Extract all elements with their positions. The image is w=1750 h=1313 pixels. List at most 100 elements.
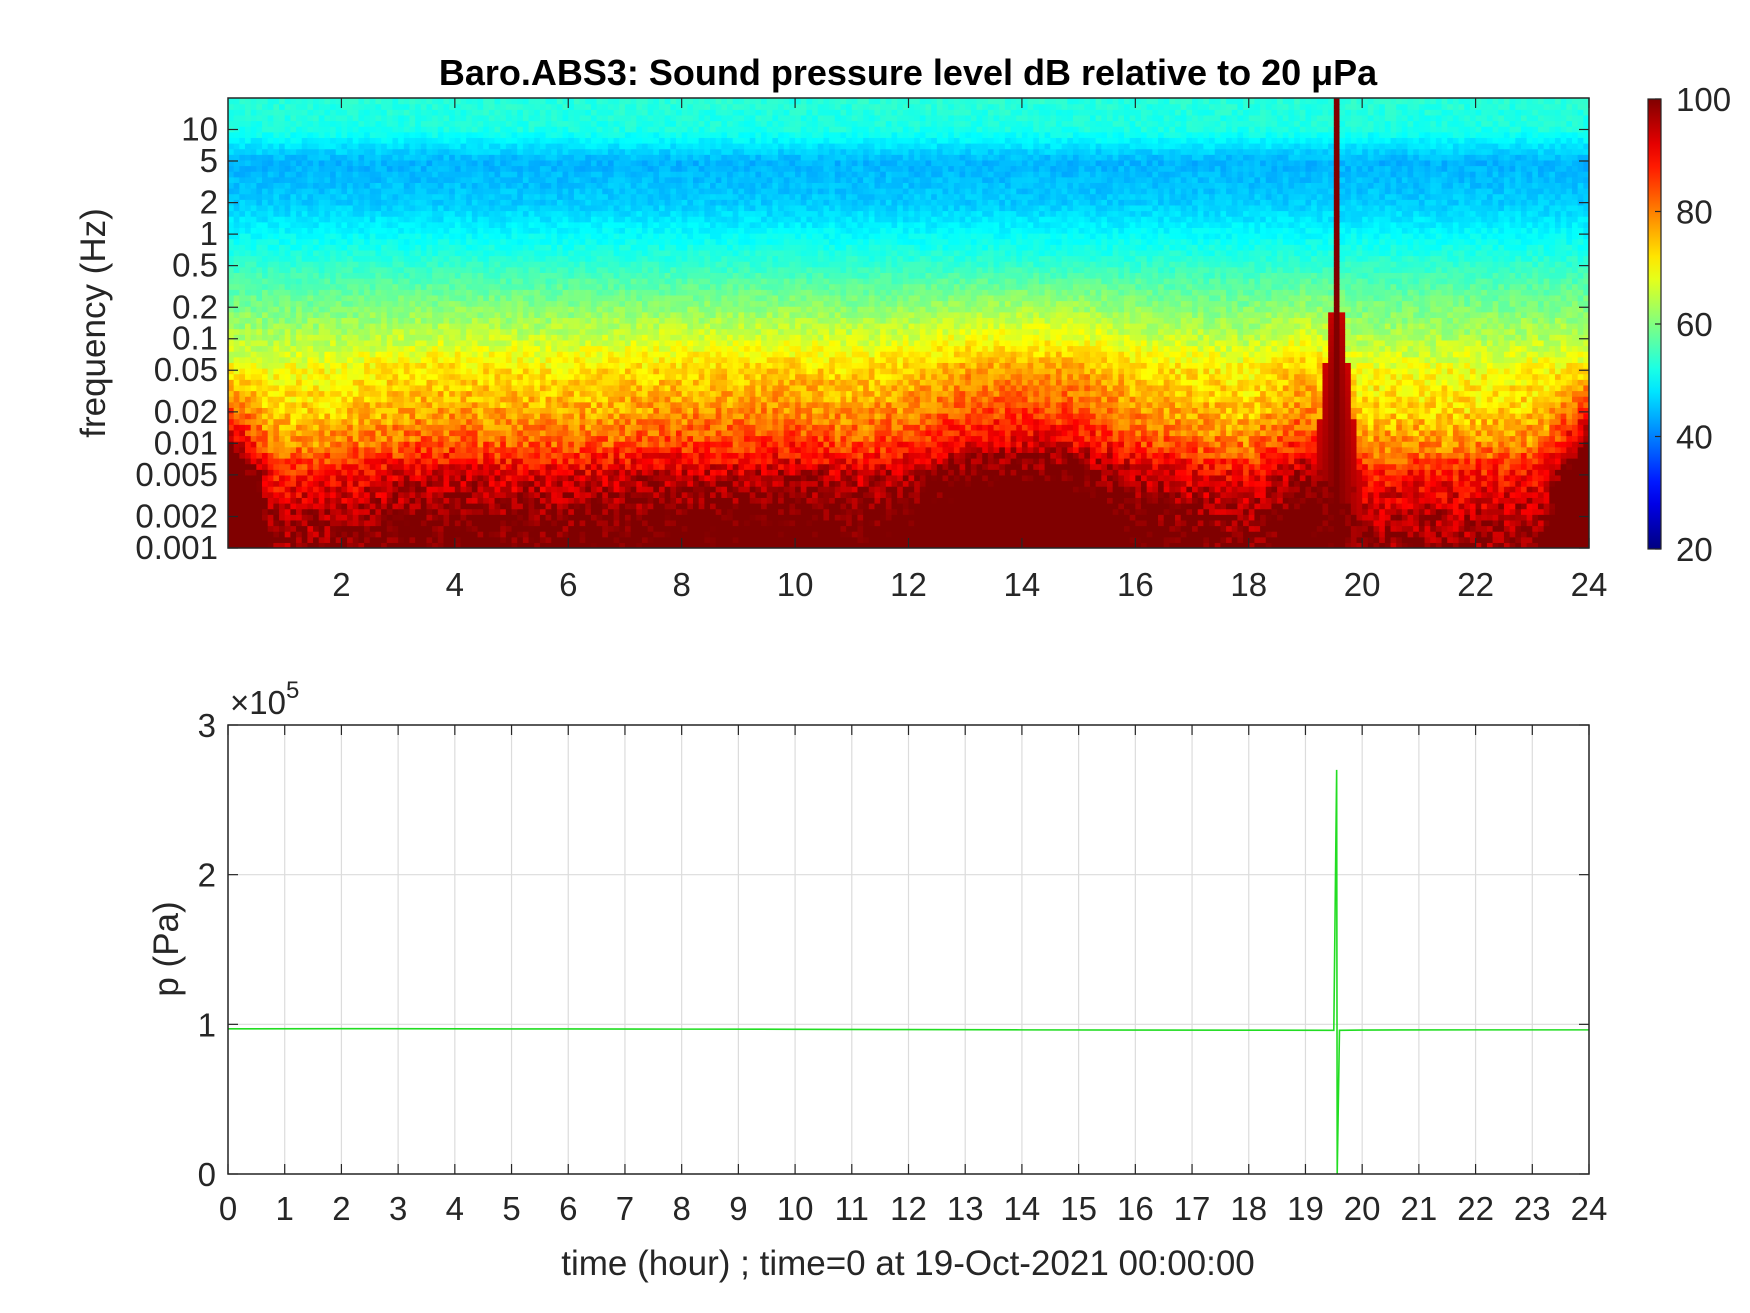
spectrogram-cell	[403, 514, 411, 521]
spectrogram-cell	[1197, 491, 1204, 498]
spectrogram-cell	[761, 508, 768, 515]
spectrogram-cell	[607, 458, 615, 465]
spectrogram-cell	[619, 486, 626, 493]
spectrogram-cell	[454, 503, 462, 510]
spectrogram-cell	[590, 503, 598, 510]
spectrogram-cell	[1566, 446, 1573, 453]
spectrogram-cell	[624, 503, 632, 510]
spectrogram-cell	[624, 463, 632, 470]
spectrogram-cell	[795, 503, 802, 510]
spectrogram-cell	[1192, 497, 1199, 504]
spectrogram-cell	[381, 531, 388, 538]
spectrogram-cell	[1345, 519, 1352, 527]
spectrogram-cell	[834, 486, 842, 493]
spectrogram-cell	[727, 519, 734, 527]
spectrogram-cell	[1237, 503, 1244, 510]
spectrogram-cell	[307, 429, 314, 437]
spectrogram-cell	[982, 497, 989, 504]
spectrogram-cell	[364, 458, 371, 465]
spectrogram-cell	[1339, 542, 1346, 548]
spectrogram-cell	[1311, 458, 1318, 465]
spectrogram-cell	[1282, 514, 1290, 521]
spectrogram-cell	[1084, 519, 1091, 527]
spectrogram-cell	[1526, 503, 1533, 510]
spectrogram-cell	[392, 525, 399, 532]
spectrogram-cell	[953, 542, 961, 548]
spectrogram-cell	[449, 486, 456, 493]
spectrogram-cell	[1532, 435, 1539, 442]
spectrogram-cell	[471, 486, 479, 493]
spectrogram-cell	[1260, 519, 1267, 527]
spectrogram-cell	[1401, 503, 1409, 510]
spectrogram-cell	[500, 458, 507, 465]
spectrogram-cell	[1061, 531, 1068, 538]
spectrogram-cell	[897, 519, 904, 527]
spectrogram-cell	[551, 536, 558, 543]
spectrogram-cell	[483, 508, 490, 515]
spectrogram-cell	[539, 542, 547, 548]
spectrogram-cell	[1044, 519, 1051, 527]
spectrogram-cell	[335, 463, 343, 470]
spectrogram-cell	[568, 536, 575, 543]
spectrogram-cell	[1515, 441, 1522, 448]
spectrogram-cell	[817, 491, 825, 498]
spectrogram-cell	[698, 497, 705, 504]
spectrogram-cell	[528, 491, 535, 498]
spectrogram-cell	[721, 463, 728, 470]
spectrogram-cell	[1033, 491, 1040, 498]
spectrogram-cell	[1350, 463, 1358, 470]
spectrogram-cell	[1328, 474, 1335, 482]
spectrogram-cell	[1509, 463, 1516, 470]
spectrogram-cell	[551, 458, 558, 465]
spectrogram-cell	[1158, 514, 1165, 521]
spectrogram-cell	[290, 525, 297, 532]
spectrogram-cell	[256, 458, 263, 465]
spectrogram-cell	[1078, 519, 1085, 527]
spectrogram-cell	[624, 469, 632, 476]
spectrogram-cell	[398, 497, 405, 504]
spectrogram-cell	[273, 503, 280, 510]
spectrogram-cell	[590, 514, 598, 521]
spectrogram-cell	[511, 503, 518, 510]
spectrogram-cell	[789, 519, 796, 527]
spectrogram-cell	[483, 497, 490, 504]
spectrogram-cell	[1515, 536, 1522, 543]
spectrogram-cell	[806, 480, 813, 487]
spectrogram-cell	[296, 441, 303, 448]
spectrogram-cell	[715, 474, 722, 482]
spectrogram-cell	[273, 435, 280, 442]
spectrogram-cell	[415, 542, 422, 548]
spectrogram-cell	[233, 446, 240, 453]
spectrogram-cell	[1515, 446, 1522, 453]
spectrogram-cell	[834, 435, 842, 442]
spectrogram-cell	[1135, 491, 1142, 498]
spectrogram-cell	[976, 446, 983, 453]
spectrogram-cell	[1288, 525, 1295, 532]
spectrogram-cell	[420, 429, 428, 437]
spectrogram-cell	[1265, 514, 1273, 521]
spectrogram-cell	[993, 491, 1000, 498]
spectrogram-cell	[596, 435, 603, 442]
spectrogram-cell	[477, 536, 484, 543]
spectrogram-cell	[449, 531, 456, 538]
spectrogram-cell	[1203, 536, 1210, 543]
spectrogram-cell	[766, 446, 773, 453]
spectrogram-cell	[1475, 486, 1482, 493]
spectrogram-cell	[778, 463, 785, 470]
spectrogram-cell	[386, 486, 394, 493]
spectrogram-cell	[1316, 486, 1324, 493]
spectrogram-cell	[1577, 531, 1584, 538]
spectrogram-cell	[1498, 452, 1505, 459]
spectrogram-cell	[738, 508, 745, 515]
spectrogram-cell	[1288, 435, 1295, 442]
spectrogram-cell	[1175, 542, 1182, 548]
spectrogram-cell	[426, 542, 433, 548]
spectrogram-cell	[1220, 519, 1227, 527]
spectrogram-cell	[1282, 536, 1290, 543]
spectrogram-cell	[846, 519, 853, 527]
spectrogram-cell	[1021, 441, 1029, 448]
spectrogram-cell	[817, 441, 825, 448]
spectrogram-cell	[1396, 519, 1403, 527]
spectrogram-cell	[925, 469, 932, 476]
spectrogram-cell	[965, 463, 972, 470]
